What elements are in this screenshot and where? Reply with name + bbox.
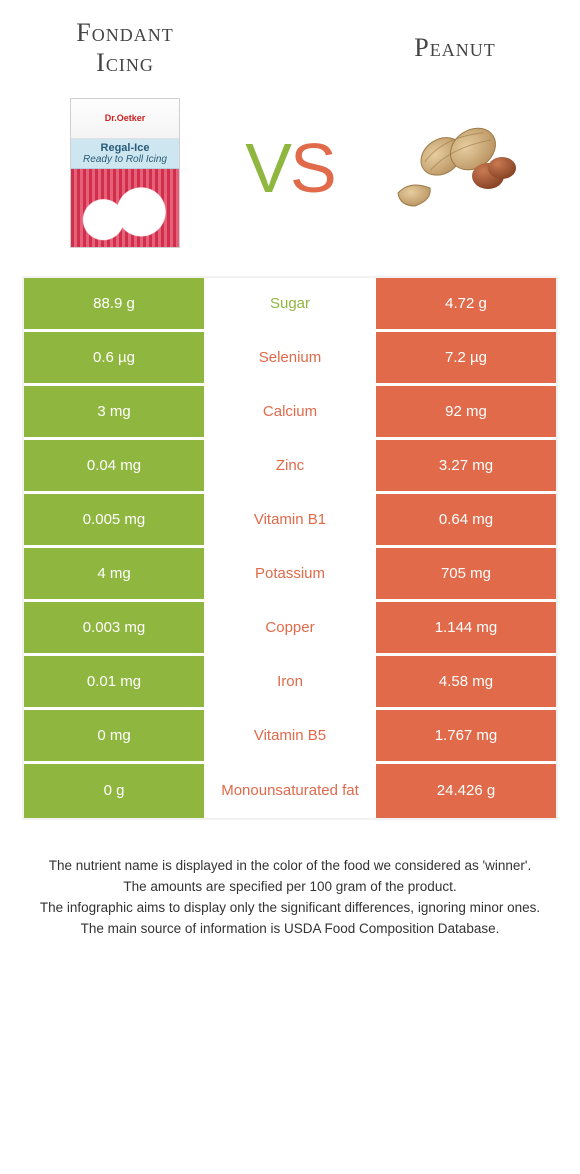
table-row: 0.04 mgZinc3.27 mg — [24, 440, 556, 494]
cell-left: 4 mg — [24, 548, 204, 599]
cell-right: 0.64 mg — [376, 494, 556, 545]
cell-label: Iron — [204, 656, 376, 707]
table-row: 0 mgVitamin B51.767 mg — [24, 710, 556, 764]
vs-v: V — [245, 129, 290, 207]
food-left-image: Dr.Oetker Regal-IceReady to Roll Icing — [30, 88, 220, 258]
footnotes: The nutrient name is displayed in the co… — [28, 856, 552, 940]
table-row: 0.6 µgSelenium7.2 µg — [24, 332, 556, 386]
cell-label: Vitamin B1 — [204, 494, 376, 545]
cell-right: 705 mg — [376, 548, 556, 599]
cell-right: 1.767 mg — [376, 710, 556, 761]
cell-left: 3 mg — [24, 386, 204, 437]
cell-label: Monounsaturated fat — [204, 764, 376, 818]
footnote-line: The main source of information is USDA F… — [28, 919, 552, 940]
cell-left: 0.01 mg — [24, 656, 204, 707]
cell-left: 0.04 mg — [24, 440, 204, 491]
cell-right: 7.2 µg — [376, 332, 556, 383]
cell-left: 0.6 µg — [24, 332, 204, 383]
cell-left: 0.005 mg — [24, 494, 204, 545]
cell-label: Calcium — [204, 386, 376, 437]
cell-label: Sugar — [204, 278, 376, 329]
food-left-title: Fondant Icing — [30, 18, 220, 78]
table-row: 3 mgCalcium92 mg — [24, 386, 556, 440]
cell-label: Potassium — [204, 548, 376, 599]
cell-right: 24.426 g — [376, 764, 556, 818]
vs-label: VS — [245, 128, 334, 208]
infographic: Fondant Icing Dr.Oetker Regal-IceReady t… — [0, 0, 580, 939]
cell-left: 0 mg — [24, 710, 204, 761]
cell-left: 0.003 mg — [24, 602, 204, 653]
vs-s: S — [290, 129, 335, 207]
table-row: 4 mgPotassium705 mg — [24, 548, 556, 602]
food-right-image — [360, 73, 550, 243]
nutrition-table: 88.9 gSugar4.72 g0.6 µgSelenium7.2 µg3 m… — [22, 276, 558, 820]
cell-label: Selenium — [204, 332, 376, 383]
header: Fondant Icing Dr.Oetker Regal-IceReady t… — [0, 0, 580, 258]
table-row: 0.005 mgVitamin B10.64 mg — [24, 494, 556, 548]
cell-label: Vitamin B5 — [204, 710, 376, 761]
footnote-line: The infographic aims to display only the… — [28, 898, 552, 919]
footnote-line: The nutrient name is displayed in the co… — [28, 856, 552, 877]
cell-left: 88.9 g — [24, 278, 204, 329]
food-left: Fondant Icing Dr.Oetker Regal-IceReady t… — [30, 18, 220, 258]
cell-label: Zinc — [204, 440, 376, 491]
cell-right: 4.72 g — [376, 278, 556, 329]
icing-package-icon: Dr.Oetker Regal-IceReady to Roll Icing — [70, 98, 180, 248]
cell-right: 4.58 mg — [376, 656, 556, 707]
cell-right: 3.27 mg — [376, 440, 556, 491]
table-row: 0 gMonounsaturated fat24.426 g — [24, 764, 556, 818]
table-row: 88.9 gSugar4.72 g — [24, 278, 556, 332]
food-right-title: Peanut — [360, 33, 550, 63]
table-row: 0.01 mgIron4.58 mg — [24, 656, 556, 710]
table-row: 0.003 mgCopper1.144 mg — [24, 602, 556, 656]
cell-right: 92 mg — [376, 386, 556, 437]
cell-right: 1.144 mg — [376, 602, 556, 653]
cell-label: Copper — [204, 602, 376, 653]
food-right: Peanut — [360, 33, 550, 243]
peanut-icon — [380, 98, 530, 218]
cell-left: 0 g — [24, 764, 204, 818]
footnote-line: The amounts are specified per 100 gram o… — [28, 877, 552, 898]
